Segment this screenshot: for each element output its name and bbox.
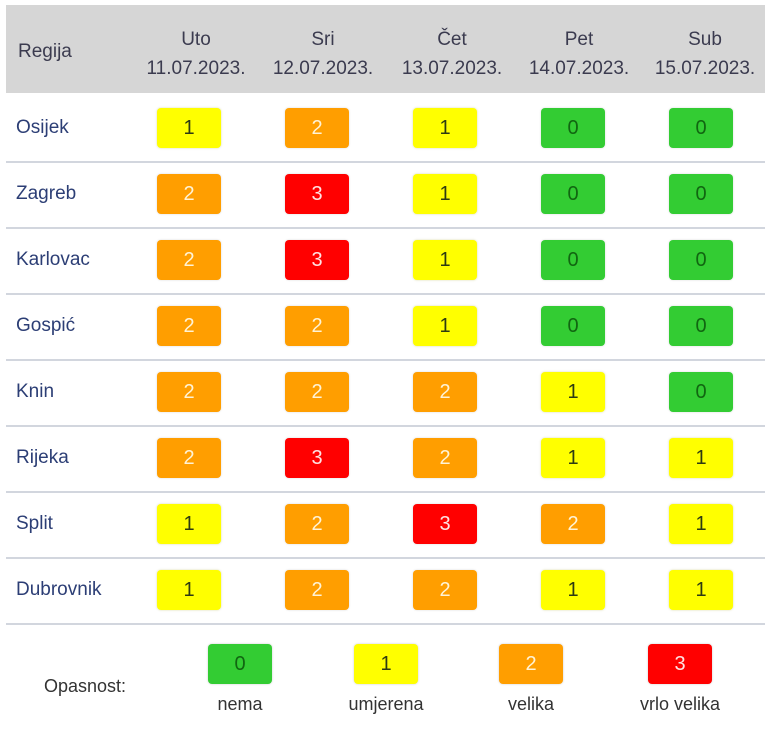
danger-level-badge: 0 [669,240,733,280]
danger-level-badge: 0 [541,174,605,214]
danger-level-badge: 0 [541,306,605,346]
legend-badge: 2 [499,644,563,684]
legend-label: velika [507,694,555,714]
day-name: Čet [437,29,467,50]
danger-level-badge: 0 [541,108,605,148]
region-link[interactable]: Zagreb [16,183,77,204]
legend-item-none: 0 nema [175,644,305,715]
danger-level-badge: 2 [157,240,221,280]
danger-level-badge: 0 [541,240,605,280]
danger-level-badge: 1 [157,504,221,544]
danger-level-badge: 3 [285,438,349,478]
table-row: Osijek 1 2 1 0 0 [6,95,765,163]
danger-level-badge: 2 [157,438,221,478]
day-header-4: Pet 14.07.2023. [517,25,641,83]
legend: Opasnost: 0 nema 1 umjerena 2 velika 3 v… [0,628,765,728]
danger-level-badge: 2 [285,306,349,346]
table-row: Knin 2 2 2 1 0 [6,359,765,427]
region-link[interactable]: Split [16,513,53,534]
legend-badge: 1 [354,644,418,684]
danger-level-badge: 0 [669,306,733,346]
day-header-2: Sri 12.07.2023. [261,25,385,83]
day-name: Uto [181,29,211,50]
day-name: Sub [688,29,722,50]
legend-item-very-high: 3 vrlo velika [615,644,745,715]
legend-item-moderate: 1 umjerena [321,644,451,715]
danger-level-badge: 1 [669,570,733,610]
legend-badge: 0 [208,644,272,684]
legend-label: vrlo velika [639,694,721,714]
region-column-header: Regija [18,41,72,62]
danger-level-badge: 2 [541,504,605,544]
danger-level-badge: 1 [157,570,221,610]
danger-level-badge: 3 [285,174,349,214]
danger-level-badge: 1 [413,108,477,148]
day-name: Sri [311,29,335,50]
region-link[interactable]: Karlovac [16,249,90,270]
danger-level-badge: 2 [413,438,477,478]
danger-level-badge: 1 [669,438,733,478]
danger-level-badge: 1 [157,108,221,148]
table-header: Regija Uto 11.07.2023. Sri 12.07.2023. Č… [6,5,765,93]
legend-title: Opasnost: [44,676,127,696]
table-row: Karlovac 2 3 1 0 0 [6,227,765,295]
region-link[interactable]: Rijeka [16,447,69,468]
day-header-5: Sub 15.07.2023. [643,25,765,83]
danger-level-badge: 2 [157,372,221,412]
danger-level-badge: 2 [157,306,221,346]
legend-item-high: 2 velika [466,644,596,715]
danger-level-badge: 2 [285,504,349,544]
danger-level-badge: 0 [669,108,733,148]
legend-badge: 3 [648,644,712,684]
table-row: Gospić 2 2 1 0 0 [6,293,765,361]
danger-level-badge: 3 [413,504,477,544]
danger-level-badge: 0 [669,372,733,412]
danger-level-badge: 2 [157,174,221,214]
danger-level-badge: 2 [285,372,349,412]
legend-label: umjerena [348,694,424,714]
day-name: Pet [564,29,594,50]
day-date: 11.07.2023. [146,58,246,79]
danger-level-badge: 1 [541,438,605,478]
day-date: 14.07.2023. [528,58,630,79]
danger-level-badge: 1 [541,570,605,610]
danger-level-badge: 1 [669,504,733,544]
day-date: 13.07.2023. [401,58,503,79]
day-header-1: Uto 11.07.2023. [134,25,258,83]
table-row: Zagreb 2 3 1 0 0 [6,161,765,229]
region-link[interactable]: Gospić [16,315,76,336]
table-row: Rijeka 2 3 2 1 1 [6,425,765,493]
danger-level-badge: 1 [413,174,477,214]
danger-level-badge: 2 [413,372,477,412]
danger-level-badge: 1 [413,240,477,280]
danger-level-badge: 2 [285,570,349,610]
day-header-3: Čet 13.07.2023. [390,25,514,83]
danger-level-badge: 1 [413,306,477,346]
danger-level-badge: 3 [285,240,349,280]
table-row: Dubrovnik 1 2 2 1 1 [6,557,765,625]
danger-level-badge: 1 [541,372,605,412]
table-row: Split 1 2 3 2 1 [6,491,765,559]
day-date: 12.07.2023. [272,58,374,79]
legend-label: nema [217,694,263,714]
danger-level-badge: 2 [413,570,477,610]
danger-level-badge: 2 [285,108,349,148]
region-link[interactable]: Knin [16,381,55,402]
region-link[interactable]: Osijek [16,117,69,138]
region-link[interactable]: Dubrovnik [16,579,102,600]
day-date: 15.07.2023. [654,58,756,79]
danger-level-badge: 0 [669,174,733,214]
